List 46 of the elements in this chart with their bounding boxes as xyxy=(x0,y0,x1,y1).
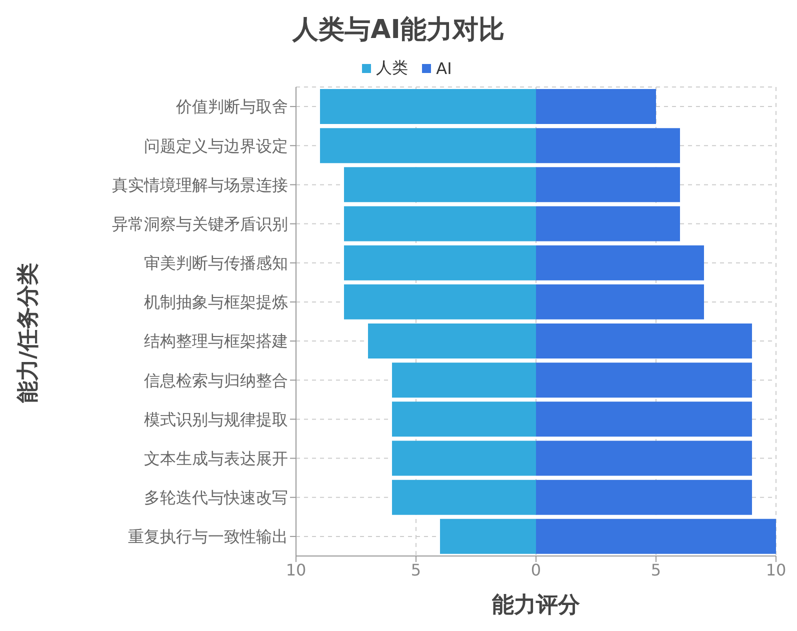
y-tick-label: 机制抽象与框架提炼 xyxy=(144,292,288,312)
bar xyxy=(536,89,656,124)
x-tick-label: 0 xyxy=(530,560,542,580)
bar xyxy=(536,245,704,280)
x-tick-label: 5 xyxy=(410,560,422,580)
bar xyxy=(536,440,752,476)
bar xyxy=(344,284,536,320)
bar xyxy=(392,440,536,476)
y-tick-label: 结构整理与框架搭建 xyxy=(144,332,288,351)
legend-label: AI xyxy=(436,59,452,78)
chart-title: 人类与AI能力对比 xyxy=(291,14,506,47)
bar xyxy=(344,245,536,280)
y-tick-label: 异常洞察与关键矛盾识别 xyxy=(112,214,288,234)
x-tick-label: 10 xyxy=(286,560,306,580)
y-tick-label: 问题定义与边界设定 xyxy=(144,136,288,156)
bar xyxy=(392,362,536,398)
x-tick-label: 5 xyxy=(650,560,662,580)
bar xyxy=(392,480,536,515)
bar xyxy=(536,324,752,358)
x-axis-title: 能力评分 xyxy=(491,592,581,620)
bar xyxy=(368,324,536,358)
y-tick-label: 模式识别与规律提取 xyxy=(144,410,288,429)
bar xyxy=(536,167,680,202)
bar xyxy=(536,284,704,320)
x-tick-label: 10 xyxy=(766,560,786,580)
y-tick-label: 文本生成与表达展开 xyxy=(144,448,288,468)
y-tick-label: 多轮迭代与快速改写 xyxy=(144,488,288,508)
bar xyxy=(536,402,752,437)
bar xyxy=(536,128,680,164)
y-tick-label: 信息检索与归纳整合 xyxy=(144,370,288,390)
y-tick-label: 重复执行与一致性输出 xyxy=(128,527,288,546)
bar xyxy=(536,362,752,398)
legend-label: 人类 xyxy=(376,58,408,79)
bar xyxy=(344,167,536,202)
y-tick-label: 价值判断与取舍 xyxy=(175,97,288,116)
bar xyxy=(344,206,536,242)
bar xyxy=(320,89,536,124)
bar xyxy=(536,518,776,554)
bar xyxy=(536,480,752,515)
y-tick-label: 审美判断与传播感知 xyxy=(144,254,288,273)
bar xyxy=(392,402,536,437)
bar xyxy=(440,518,536,554)
bar xyxy=(536,206,680,242)
y-axis-title: 能力/任务分类 xyxy=(15,262,42,404)
y-tick-label: 真实情境理解与场景连接 xyxy=(112,175,288,194)
bar xyxy=(320,128,536,164)
